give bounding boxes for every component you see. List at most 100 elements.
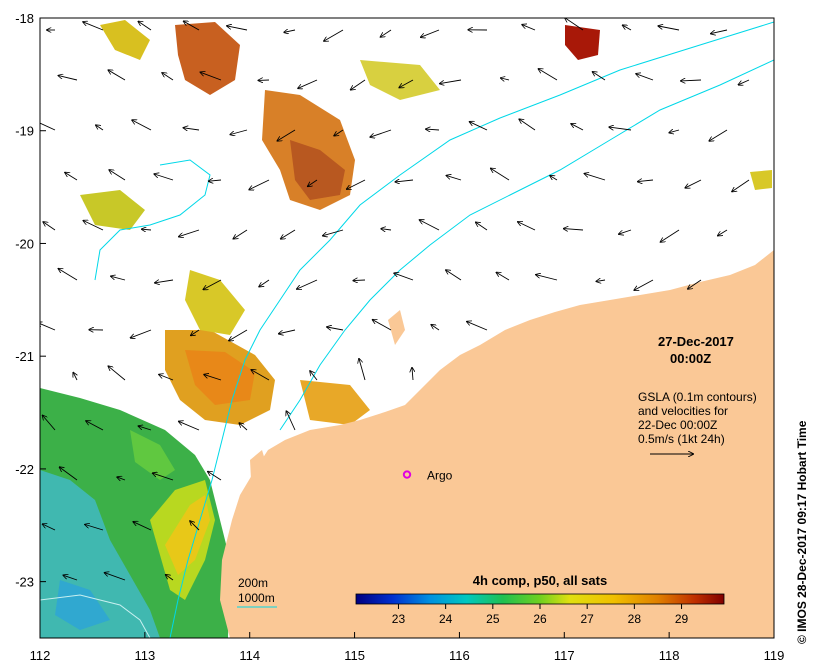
gsla-note-line-4: 0.5m/s (1kt 24h) — [638, 432, 725, 446]
velocity-arrow — [497, 273, 510, 281]
velocity-arrow — [688, 279, 702, 289]
velocity-arrow — [108, 70, 126, 81]
y-tick-label: -20 — [15, 236, 34, 251]
x-tick-label: 118 — [659, 648, 680, 663]
velocity-arrow — [467, 322, 488, 331]
x-tick-label: 117 — [554, 648, 575, 663]
x-tick-label: 114 — [239, 648, 260, 663]
velocity-arrow — [395, 180, 414, 182]
velocity-arrow — [108, 366, 126, 381]
velocity-arrow — [447, 176, 462, 181]
velocity-arrow — [179, 229, 200, 237]
velocity-arrow — [86, 421, 104, 431]
velocity-arrow — [381, 229, 392, 230]
x-tick-label: 115 — [344, 648, 365, 663]
colorbar-tick-label: 24 — [439, 612, 453, 626]
velocity-arrow — [476, 222, 488, 231]
velocity-arrow — [279, 329, 296, 334]
velocity-arrow — [190, 521, 200, 531]
velocity-arrow — [138, 22, 152, 31]
velocity-arrow — [370, 129, 392, 137]
gsla-note-line-2: and velocities for — [638, 404, 728, 418]
gsla-legend: GSLA (0.1m contours) and velocities for … — [638, 390, 757, 454]
velocity-arrow — [623, 25, 632, 31]
velocity-arrow — [522, 25, 536, 31]
velocity-arrow — [105, 573, 126, 581]
velocity-arrow — [681, 80, 702, 81]
velocity-arrow — [131, 329, 152, 338]
velocity-arrow — [298, 79, 318, 88]
velocity-arrow — [208, 472, 222, 481]
velocity-arrow — [732, 179, 750, 192]
land — [220, 250, 774, 638]
velocity-arrow — [239, 423, 248, 431]
velocity-arrow — [351, 79, 366, 90]
velocity-arrow — [609, 127, 632, 131]
velocity-arrow — [43, 416, 56, 431]
y-tick-label: -23 — [15, 575, 34, 590]
velocity-arrow — [109, 170, 126, 181]
velocity-arrow — [83, 221, 104, 231]
x-tick-label: 113 — [134, 648, 155, 663]
velocity-arrow — [420, 220, 440, 231]
velocity-arrow — [501, 78, 510, 80]
colorbar-tick-label: 25 — [486, 612, 500, 626]
velocity-arrow — [709, 129, 728, 141]
velocity-arrow — [96, 125, 104, 131]
velocity-arrow — [470, 122, 488, 131]
velocity-arrow — [518, 222, 536, 231]
velocity-arrow — [59, 76, 78, 81]
y-tick-label: -19 — [15, 124, 34, 139]
velocity-arrow — [685, 179, 702, 188]
x-tick-label: 119 — [764, 648, 785, 663]
velocity-arrow — [153, 473, 174, 481]
velocity-arrow — [571, 124, 584, 131]
velocity-arrow — [111, 276, 126, 281]
velocity-arrow — [381, 29, 392, 37]
velocity-arrow — [166, 575, 174, 581]
velocity-arrow — [277, 129, 296, 141]
velocity-arrow — [201, 72, 222, 81]
depth-1000-label: 1000m — [238, 591, 275, 605]
velocity-arrow — [565, 18, 584, 31]
date-annotation: 27-Dec-2017 00:00Z — [658, 334, 734, 366]
velocity-arrow — [227, 26, 248, 31]
velocity-arrow — [154, 174, 174, 181]
velocity-arrow — [132, 120, 152, 131]
y-tick-label: -22 — [15, 462, 34, 477]
imos-caption: © IMOS 28-Dec-2017 09:17 Hobart Time — [795, 420, 809, 644]
velocity-arrow — [43, 524, 56, 531]
velocity-arrow — [373, 320, 392, 331]
velocity-arrow — [281, 229, 296, 239]
velocity-arrow — [133, 522, 152, 531]
velocity-arrow — [634, 279, 654, 290]
velocity-arrow — [334, 129, 344, 136]
colorbar-tick-label: 26 — [533, 612, 547, 626]
velocity-arrow — [519, 119, 536, 131]
colorbar-title: 4h comp, p50, all sats — [473, 573, 607, 588]
longitude-axis: 112 113 114 115 116 117 118 119 — [30, 632, 785, 663]
sst-warm-patches — [80, 20, 772, 500]
velocity-arrow — [142, 229, 152, 230]
velocity-arrow — [159, 375, 174, 381]
colorbar-tick-label: 23 — [392, 612, 406, 626]
velocity-arrow — [259, 279, 270, 287]
velocity-arrow — [399, 79, 414, 88]
velocity-arrow — [230, 129, 248, 135]
colorbar-tick-label: 28 — [628, 612, 642, 626]
velocity-arrow — [60, 467, 78, 481]
velocity-arrow — [203, 279, 222, 289]
x-tick-label: 116 — [449, 648, 470, 663]
map-frame — [39, 17, 775, 639]
colorbar-gradient — [355, 593, 725, 605]
velocity-arrows — [40, 18, 750, 581]
velocity-arrow — [249, 179, 270, 190]
velocity-arrow — [491, 169, 510, 181]
velocity-arrow — [421, 29, 440, 37]
colorbar-ticks: 23 24 25 26 27 28 29 — [392, 604, 689, 626]
gsla-note-line-3: 22-Dec 00:00Z — [638, 418, 717, 432]
velocity-arrow — [661, 229, 680, 242]
velocity-arrow — [286, 411, 296, 431]
velocity-arrow — [73, 373, 77, 381]
date-line: 27-Dec-2017 — [658, 334, 734, 349]
